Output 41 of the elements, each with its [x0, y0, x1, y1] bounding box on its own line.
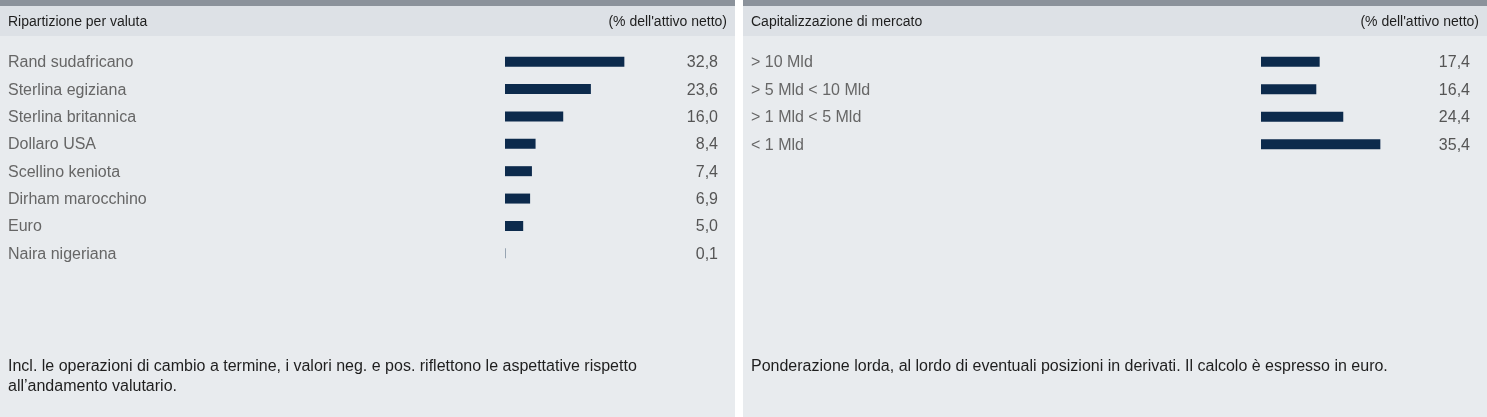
data-label: 35,4	[1438, 135, 1471, 153]
y-tick-label: Naira nigeriana	[8, 244, 117, 262]
y-tick-label: > 10 Mld	[751, 53, 813, 71]
y-tick-label: Dollaro USA	[8, 135, 97, 153]
data-label: 24,4	[1438, 108, 1471, 126]
bar	[1261, 84, 1317, 95]
data-label: 8,4	[695, 135, 719, 153]
text: Ripartizione per valuta	[8, 13, 148, 29]
data-label: 16,4	[1438, 80, 1471, 98]
y-tick-label: > 1 Mld < 5 Mld	[751, 108, 862, 126]
bar	[505, 193, 531, 204]
text: Ponderazione lorda, al lordo di eventuali posizioni in derivati. Il calcolo è espresso in euro.	[751, 356, 1389, 376]
bar	[1261, 139, 1381, 150]
text: (% dell'attivo netto)	[1360, 13, 1479, 29]
data-label: 5,0	[695, 217, 719, 235]
bar	[505, 84, 591, 95]
data-label: 32,8	[686, 53, 719, 71]
text: Capitalizzazione di mercato	[751, 13, 923, 29]
bar	[505, 166, 532, 177]
y-tick-label: Sterlina britannica	[8, 107, 137, 125]
text: (% dell'attivo netto)	[608, 13, 727, 29]
data-label: 0,1	[695, 244, 719, 262]
y-tick-label: Euro	[8, 217, 42, 235]
bar	[505, 56, 625, 67]
y-tick-label: > 5 Mld < 10 Mld	[751, 80, 871, 98]
y-tick-label: Scellino keniota	[8, 162, 121, 180]
y-tick-label: < 1 Mld	[751, 135, 804, 153]
bar	[505, 138, 536, 149]
text: Incl. le operazioni di cambio a termine, i valori neg. e pos. riflettono le aspettative rispetto all’andamento valutario.	[8, 356, 638, 396]
bar	[1261, 56, 1320, 67]
data-label: 7,4	[695, 162, 719, 180]
y-tick-label: Sterlina egiziana	[8, 80, 127, 98]
bar	[505, 220, 524, 231]
data-label: 17,4	[1438, 53, 1471, 71]
bar	[505, 111, 564, 122]
bar	[1261, 111, 1344, 122]
y-tick-label: Dirham marocchino	[8, 190, 147, 208]
y-tick-label: Rand sudafricano	[8, 53, 134, 71]
data-label: 23,6	[686, 80, 719, 98]
data-label: 16,0	[686, 107, 719, 125]
data-label: 6,9	[695, 190, 719, 208]
